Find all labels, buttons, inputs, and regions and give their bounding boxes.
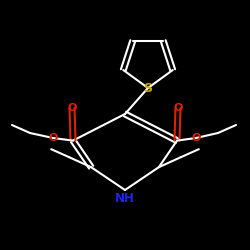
Text: NH: NH xyxy=(115,192,135,204)
Text: S: S xyxy=(144,82,152,94)
Text: O: O xyxy=(191,133,201,143)
Text: O: O xyxy=(48,133,58,143)
Text: O: O xyxy=(173,103,183,113)
Text: O: O xyxy=(67,103,77,113)
